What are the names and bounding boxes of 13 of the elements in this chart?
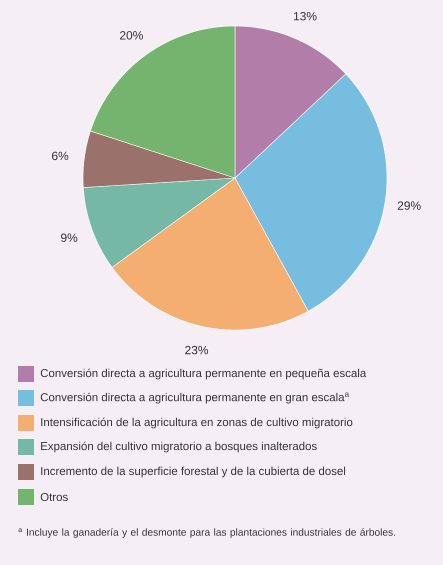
- data-label: 6%: [52, 152, 68, 160]
- legend-label: Expansión del cultivo migratorio a bosques inalterados: [41, 442, 317, 452]
- text: $^{a}$ Incluye la ganadería y el desmonte para las plantaciones industriales de árboles.: [18, 528, 396, 538]
- legend-label: Otros: [40, 492, 68, 502]
- legend-label: Intensificación de la agricultura en zonas de cultivo migratorio: [41, 418, 352, 428]
- legend-label: Incremento de la superficie forestal y de la cubierta de dosel: [41, 466, 346, 478]
- legend-label: Conversión directa a agricultura permanente en gran escala$^{a}$: [40, 392, 350, 404]
- data-label: 9%: [61, 234, 78, 242]
- legend-label: Conversión directa a agricultura permanente en pequeña escala: [40, 368, 366, 380]
- data-label: 23%: [185, 346, 208, 354]
- data-label: 29%: [398, 201, 421, 210]
- data-label: 20%: [120, 31, 143, 40]
- data-label: 13%: [294, 12, 317, 20]
